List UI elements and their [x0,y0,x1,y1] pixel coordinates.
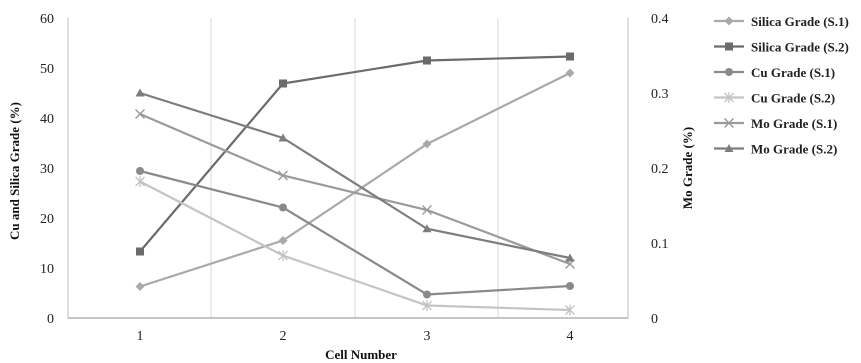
right-y-tick-label: 0.2 [651,162,669,177]
left-y-tick-labels: 0 10 20 30 40 50 60 [40,12,54,327]
x-tick-label: 4 [567,329,574,344]
data-point [725,68,733,76]
data-point [724,92,734,103]
data-point [278,133,288,142]
data-point [422,300,432,311]
left-y-tick-label: 10 [40,262,54,277]
data-point [724,16,734,26]
data-point [422,205,432,215]
left-y-tick-label: 0 [47,312,54,327]
legend: Silica Grade (S.1) Silica Grade (S.2) Cu G… [714,14,849,157]
series-line [139,112,571,266]
series-line [139,91,571,260]
series-layer [135,52,575,316]
series-line [139,55,571,253]
series-cu-grade-s-2 [135,176,575,316]
data-point [135,88,145,97]
data-point [135,282,145,291]
series-silica-grade-s-2 [136,52,574,256]
data-point [422,224,432,233]
left-y-tick-label: 50 [40,62,54,77]
legend-item: Cu Grade (S.1) [714,65,835,80]
series-mo-grade-s-2 [135,88,575,262]
data-point [136,247,144,256]
data-point [135,109,145,119]
data-point [566,282,574,290]
legend-item: Silica Grade (S.1) [714,14,849,29]
legend-label: Silica Grade (S.1) [751,14,849,29]
series-cu-grade-s-1 [136,167,574,299]
x-tick-label: 3 [424,329,431,344]
data-point [565,68,575,78]
data-point [135,176,145,187]
data-point [724,118,734,128]
data-point [566,52,574,61]
data-point [724,144,734,152]
x-tick-label: 1 [137,329,144,344]
right-y-axis-title: Mo Grade (%) [680,127,695,209]
series-line [139,169,571,296]
legend-label: Cu Grade (S.1) [751,65,835,80]
data-point [725,42,733,51]
series-mo-grade-s-1 [135,109,575,269]
legend-item: Mo Grade (S.1) [714,116,837,131]
legend-label: Mo Grade (S.1) [751,116,837,131]
legend-item: Silica Grade (S.2) [714,40,849,55]
legend-label: Silica Grade (S.2) [751,40,849,55]
legend-label: Mo Grade (S.2) [751,142,837,157]
series-line [139,180,571,312]
left-y-axis-title: Cu and Silica Grade (%) [7,102,22,240]
data-point [279,203,287,212]
right-y-tick-label: 0 [651,312,658,327]
legend-item: Cu Grade (S.2) [714,91,835,106]
right-y-tick-label: 0.1 [651,237,669,252]
data-point [565,304,575,316]
x-tick-labels: 1 2 3 4 [137,329,574,344]
data-point [423,56,431,65]
left-y-tick-label: 20 [40,212,54,227]
data-point [423,290,431,299]
right-y-tick-label: 0.3 [651,87,669,102]
grid-lines [210,18,499,318]
data-point [565,253,575,262]
left-y-tick-label: 40 [40,112,54,127]
data-point [136,167,144,175]
data-point [278,250,288,261]
right-y-tick-label: 0.4 [651,12,669,27]
x-axis-title: Cell Number [325,347,397,362]
data-point [279,79,287,88]
data-point [422,139,432,149]
left-y-tick-label: 30 [40,162,54,177]
right-y-tick-labels: 0 0.1 0.2 0.3 0.4 [651,12,669,327]
data-point [278,236,288,245]
legend-label: Cu Grade (S.2) [751,91,835,106]
x-tick-label: 2 [280,329,287,344]
legend-item: Mo Grade (S.2) [714,142,837,157]
left-y-tick-label: 60 [40,12,54,27]
data-point [278,170,288,181]
